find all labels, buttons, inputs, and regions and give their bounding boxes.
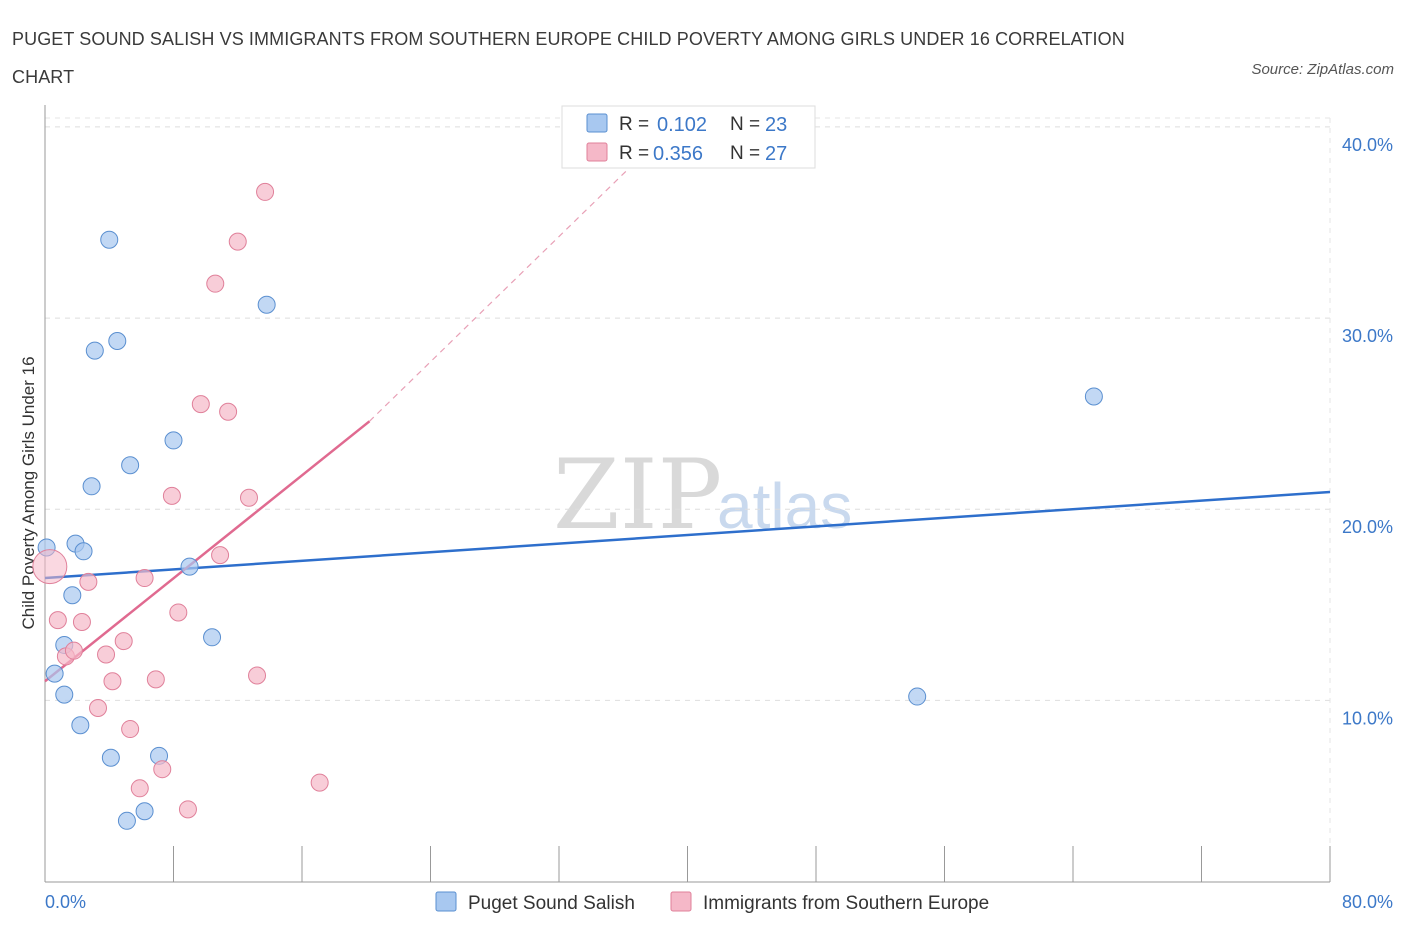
point-salish [101,748,120,767]
y-tick-label: 10.0% [1342,708,1393,728]
point-immigrants [64,641,83,660]
point-salish [203,628,222,647]
trend-line-immigrants [44,420,371,683]
point-immigrants [121,720,140,739]
point-salish [55,685,74,704]
point-immigrants [219,402,238,421]
gridlines [45,117,1331,882]
legend-n-label: N = [730,143,760,164]
legend-bottom: Puget Sound Salish Immigrants from South… [435,891,989,914]
point-immigrants [114,632,133,651]
axes [44,105,1331,883]
point-salish [71,716,90,735]
point-immigrants [191,395,210,414]
point-immigrants [130,779,149,798]
y-axis-label: Child Poverty Among Girls Under 16 [19,356,38,629]
point-immigrants [162,486,181,505]
legend-r-value: 0.102 [657,114,707,136]
point-immigrants [256,182,275,201]
y-tick-label: 30.0% [1342,326,1393,346]
point-salish [117,811,136,830]
legend-r-value: 0.356 [653,143,703,165]
point-salish [164,431,183,450]
source-label: Source: ZipAtlas.com [1251,61,1394,78]
point-immigrants [32,549,68,585]
point-salish [100,230,119,249]
watermark-atlas: atlas [717,470,852,542]
point-immigrants [79,572,98,591]
legend-top: R = 0.102 N = 23 R = 0.356 N = 27 [561,105,816,169]
point-immigrants [206,274,225,293]
y-tick-label: 40.0% [1342,135,1393,155]
trend-line-salish [44,490,1331,580]
point-immigrants [169,603,188,622]
point-immigrants [89,699,108,718]
point-immigrants [146,670,165,689]
legend-swatch-immigrants [586,142,608,162]
legend-n-label: N = [730,114,760,135]
x-tick-label-min: 0.0% [45,892,86,912]
point-salish [108,332,127,351]
watermark-zip: ZIP [553,439,722,551]
point-immigrants [72,613,91,632]
point-immigrants [248,666,267,685]
legend-n-value: 23 [765,114,787,136]
point-salish [180,557,199,576]
point-immigrants [211,546,230,565]
point-salish [45,664,64,683]
chart-title: PUGET SOUND SALISH VS IMMIGRANTS FROM SO… [12,29,1125,87]
data-points [32,182,1103,830]
legend-n-value: 27 [765,143,787,165]
legend-bottom-swatch-salish [435,891,457,912]
x-tick-label-max: 80.0% [1342,892,1393,912]
point-immigrants [310,773,329,792]
y-tick-label: 20.0% [1342,517,1393,537]
point-immigrants [228,232,247,251]
legend-bottom-swatch-immigrants [670,891,692,912]
point-salish [63,586,82,605]
legend-r-label: R = [619,143,649,164]
legend-swatch-salish [586,113,608,133]
point-immigrants [239,488,258,507]
point-salish [82,477,101,496]
point-salish [135,802,154,821]
point-salish [908,687,927,706]
point-salish [85,341,104,360]
point-immigrants [135,569,154,588]
point-immigrants [48,611,67,630]
point-immigrants [103,672,122,691]
point-salish [1084,387,1103,406]
legend-bottom-label-salish: Puget Sound Salish [468,893,635,914]
trend-lines [44,126,1331,683]
point-salish [121,456,140,475]
point-salish [74,542,93,561]
legend-r-label: R = [619,114,649,135]
point-immigrants [178,800,197,819]
point-immigrants [97,645,116,664]
point-immigrants [153,760,172,779]
y-tick-labels: 10.0% 20.0% 30.0% 40.0% [1342,135,1393,728]
trend-line-immigrants-extension [369,126,672,422]
point-salish [257,295,276,314]
legend-bottom-label-immigrants: Immigrants from Southern Europe [703,893,989,914]
